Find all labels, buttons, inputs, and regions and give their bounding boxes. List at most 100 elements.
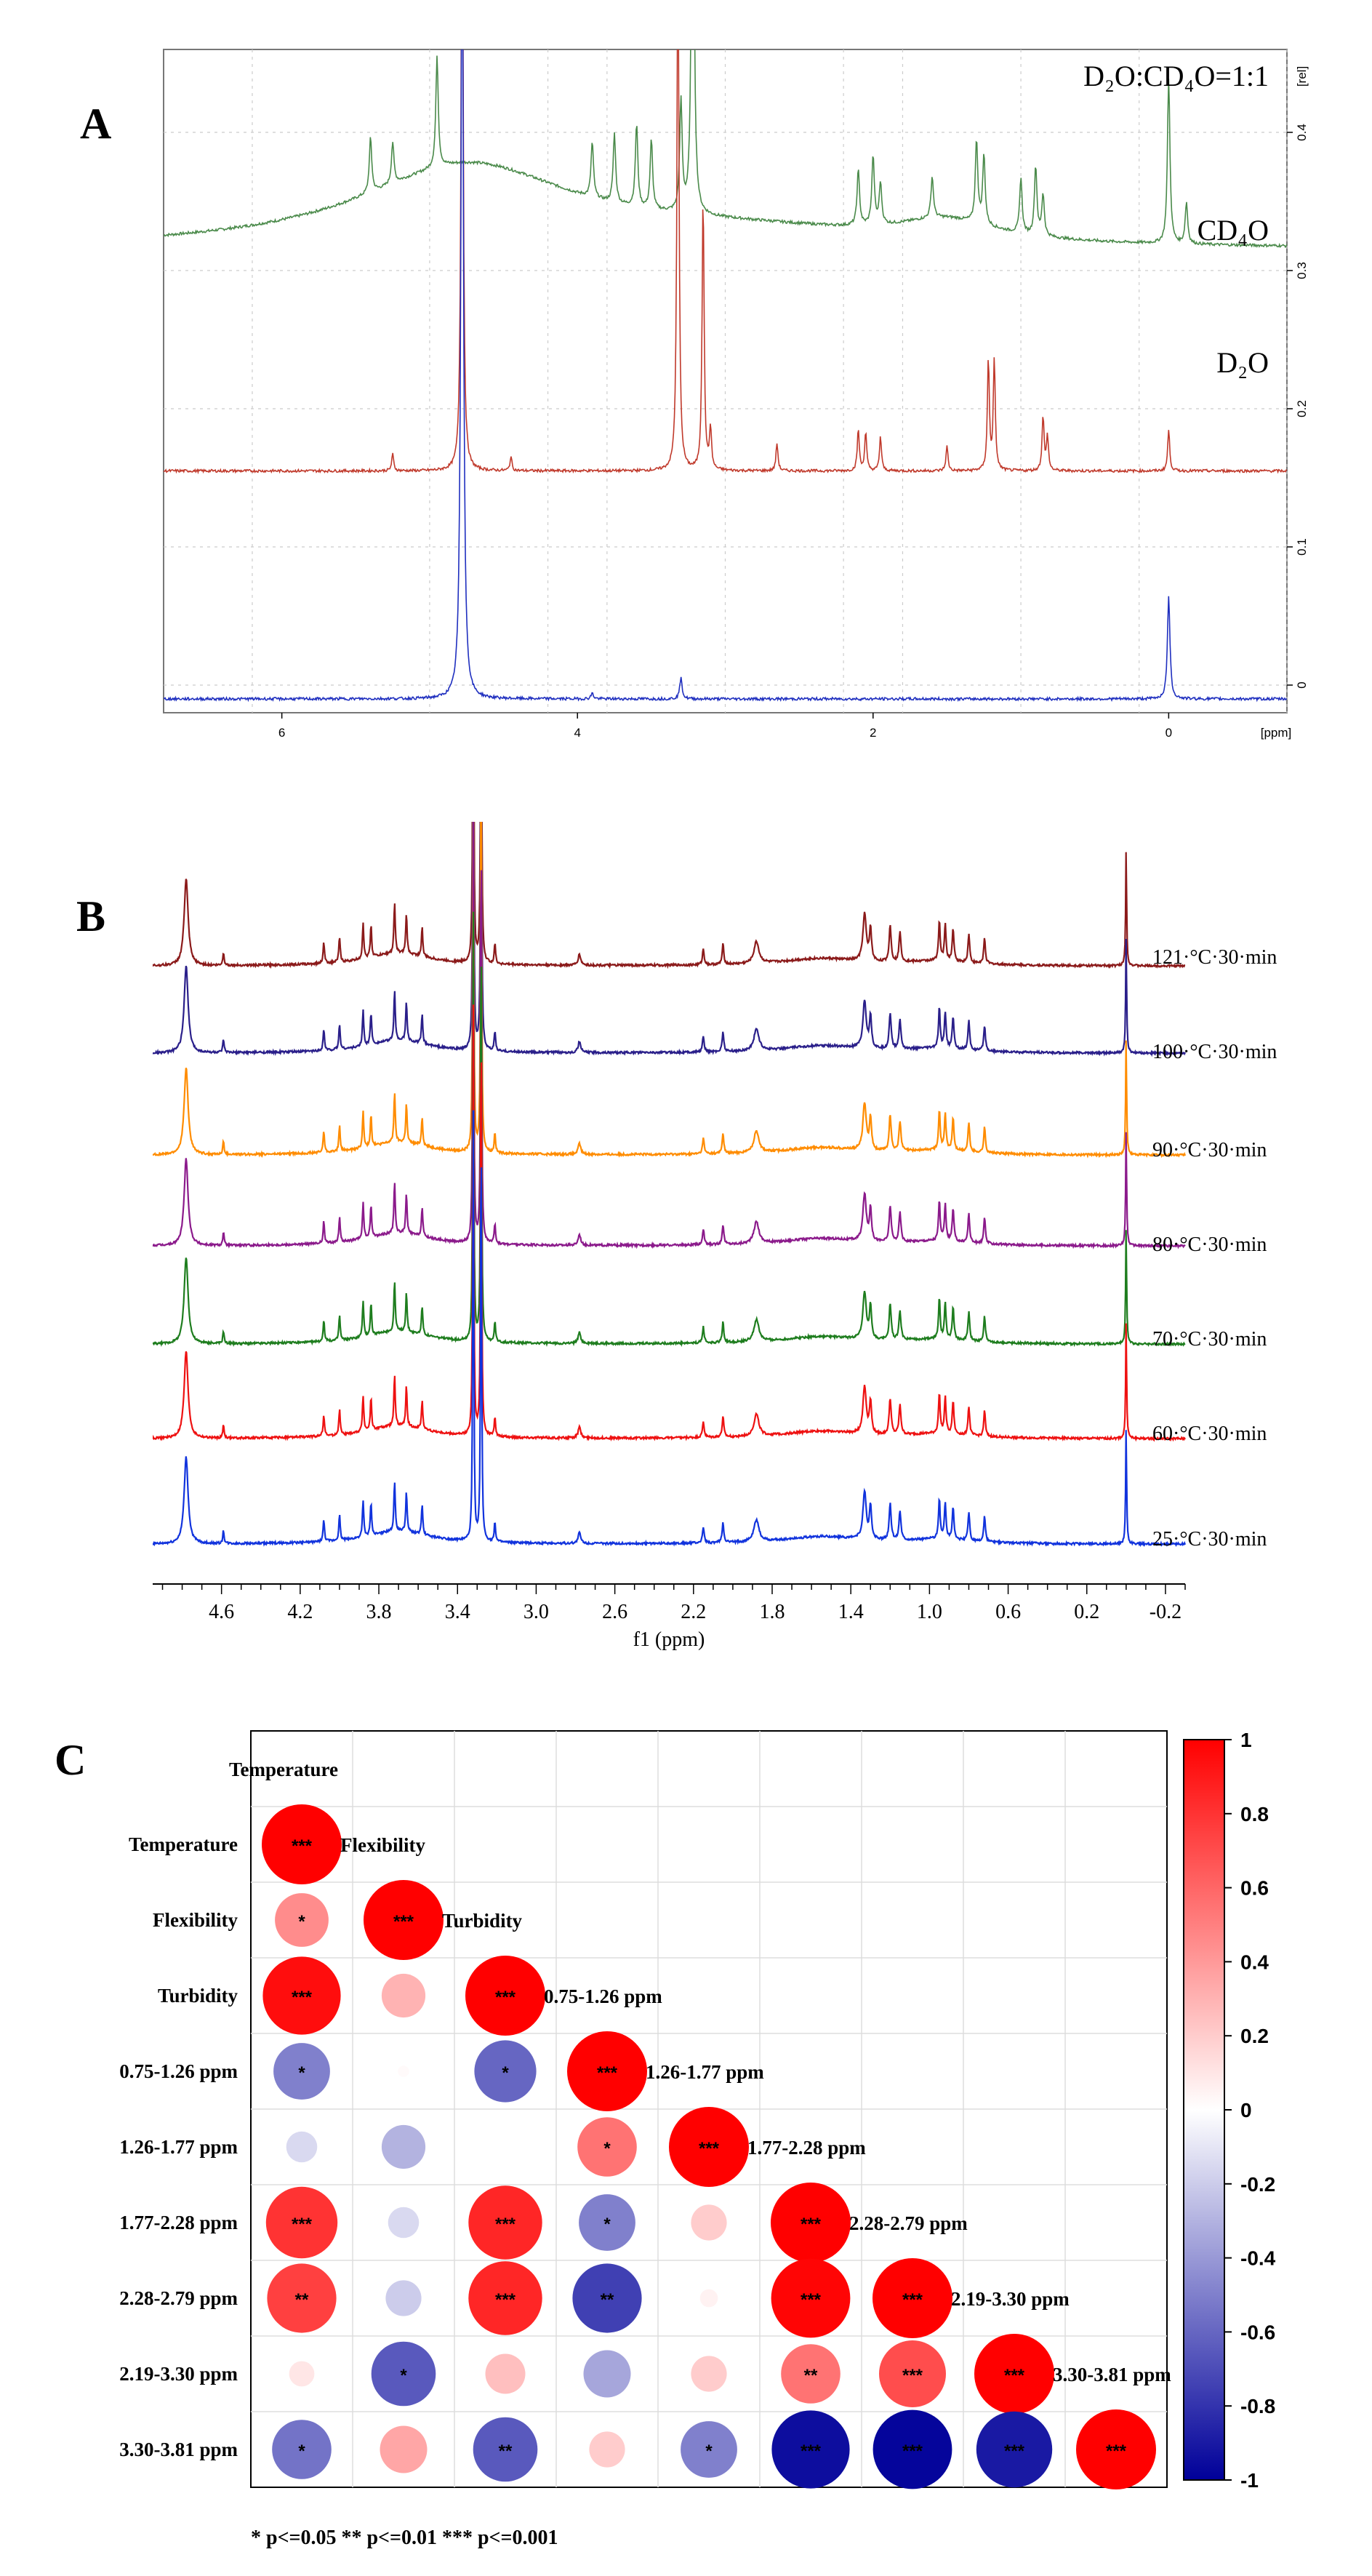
corr-circle-7-7 — [974, 2334, 1054, 2414]
significance-note: * p<=0.05 ** p<=0.01 *** p<=0.001 — [251, 2527, 558, 2549]
corr-circle-8-4 — [681, 2421, 737, 2478]
significance-star-7-5: ** — [804, 2366, 818, 2385]
x-tick-label: 0.6 — [995, 1601, 1021, 1623]
colorbar-ticks: 1 0.8 0.6 0.4 0.2 0 -0.2 -0.4 -0.6 -0.8 -1 — [1224, 1729, 1276, 2492]
significance-star-4-4: *** — [699, 2139, 720, 2159]
row-label-2: Turbidity — [158, 1985, 238, 2007]
spectrum-1 — [153, 822, 1187, 1057]
significance-star-6-2: *** — [495, 2290, 516, 2310]
significance-star-3-2: * — [502, 2063, 509, 2083]
panel-a-labels: D₂O:CD₄O=1:1 CD₄O D₂O — [1083, 60, 1269, 379]
diagonal-label-3: 0.75-1.26 ppm — [544, 1985, 662, 2007]
corr-circle-3-3 — [567, 2031, 647, 2111]
corr-circle-2-1 — [381, 1973, 426, 2018]
corr-circle-8-5 — [771, 2410, 850, 2489]
colorbar-tick-label-6: -0.2 — [1240, 2173, 1275, 2196]
corr-circle-1-1 — [364, 1880, 444, 1960]
significance-star-8-0: * — [298, 2441, 305, 2461]
significance-star-6-6: *** — [902, 2290, 923, 2310]
row-label-6: 2.28-2.79 ppm — [119, 2287, 238, 2309]
corr-circle-5-3 — [579, 2194, 635, 2251]
significance-star-6-3: ** — [601, 2290, 614, 2310]
series-label-2: D₂O — [1216, 346, 1269, 379]
y-tick-label: 0.2 — [1295, 400, 1309, 417]
x-tick-label: -0.2 — [1150, 1601, 1182, 1623]
corr-circle-7-1 — [371, 2341, 436, 2407]
spectrum-label-6: 25·°C·30·min — [1152, 1528, 1267, 1551]
diagonal-label-5: 1.77-2.28 ppm — [747, 2137, 866, 2159]
spectrum-label-5: 60·°C·30·min — [1152, 1423, 1267, 1445]
corr-circle-0-0 — [262, 1804, 342, 1884]
panel-b-labels: 121·°C·30·min 100·°C·30·min 90·°C·30·min 80… — [1152, 946, 1277, 1551]
diagonal-label-4: 1.26-1.77 ppm — [646, 2061, 764, 2083]
corr-circle-8-6 — [872, 2409, 952, 2489]
significance-star-2-0: *** — [292, 1988, 313, 2007]
row-label-3: 0.75-1.26 ppm — [119, 2060, 238, 2082]
significance-star-3-3: *** — [597, 2063, 618, 2083]
row-label-1: Flexibility — [153, 1909, 238, 1931]
y-tick-label: 0.3 — [1295, 262, 1309, 279]
series-mixed-solvent — [164, 49, 1287, 249]
panel-c-row-labels: Temperature Flexibility Turbidity 0.75-1.26… — [119, 1833, 238, 2460]
significance-star-2-2: *** — [495, 1988, 516, 2007]
x-tick-label: 4 — [574, 726, 580, 740]
row-label-5: 1.77-2.28 ppm — [119, 2212, 238, 2233]
colorbar-tick-label-0: 1 — [1240, 1729, 1252, 1751]
significance-star-1-1: *** — [393, 1912, 414, 1932]
corr-circle-5-2 — [468, 2185, 542, 2260]
y-tick-label: 0.4 — [1295, 124, 1309, 141]
panel-c-cells: **** ****** **** * **** ****** *** * ***** *** ** *… — [262, 1804, 1156, 2489]
spectrum-5 — [153, 1004, 1186, 1442]
significance-star-7-6: *** — [902, 2366, 923, 2385]
significance-star-8-5: *** — [801, 2441, 822, 2461]
panel-a-letter: A — [80, 100, 111, 148]
corr-circle-5-5 — [771, 2183, 851, 2263]
significance-star-5-3: * — [603, 2215, 611, 2234]
panel-b-series — [153, 822, 1187, 1548]
corr-circle-6-2 — [468, 2261, 542, 2335]
panel-c-correlation-matrix: **** ****** **** * **** ****** *** * ***** *** ** *… — [119, 1729, 1275, 2549]
panel-a-spectra: D₂O:CD₄O=1:1 CD₄O D₂O 6 4 2 0 [ppm] 0 0.1 0.2 0.3… — [163, 49, 1309, 740]
series-label-0: D₂O:CD₄O=1:1 — [1083, 60, 1269, 92]
corr-circle-7-0 — [289, 2361, 315, 2387]
panel-c-letter: C — [55, 1736, 86, 1784]
series-d2o — [164, 49, 1287, 703]
significance-star-8-4: * — [705, 2441, 713, 2461]
corr-circle-3-1 — [398, 2065, 409, 2077]
significance-star-8-2: ** — [499, 2441, 513, 2461]
x-tick-label: 6 — [278, 726, 285, 740]
spectrum-label-4: 70·°C·30·min — [1152, 1328, 1267, 1351]
x-tick-label: 0 — [1166, 726, 1172, 740]
x-tick-label: 2 — [870, 726, 876, 740]
diagonal-label-8: 3.30-3.81 ppm — [1053, 2364, 1171, 2385]
panel-b-spectra: 121·°C·30·min 100·°C·30·min 90·°C·30·min 80… — [153, 822, 1277, 1651]
colorbar-tick-label-10: -1 — [1240, 2469, 1259, 2492]
corr-circle-7-6 — [879, 2340, 946, 2407]
y-tick-label: 0.1 — [1295, 538, 1309, 556]
corr-circle-8-1 — [380, 2425, 428, 2473]
x-tick-label: 1.0 — [917, 1601, 942, 1623]
corr-circle-4-4 — [669, 2107, 749, 2187]
panel-b-x-axis: 4.6 4.2 3.8 3.4 3.0 2.6 2.2 1.8 1.4 1.0 0.6 0.2 -0.2 — [161, 1584, 1186, 1623]
row-label-8: 3.30-3.81 ppm — [119, 2439, 238, 2460]
x-tick-label: 3.4 — [445, 1601, 470, 1623]
significance-star-7-7: *** — [1004, 2366, 1025, 2385]
corr-circle-7-5 — [781, 2344, 841, 2404]
significance-star-8-7: *** — [1004, 2441, 1025, 2461]
corr-circle-4-0 — [286, 2131, 318, 2163]
series-label-1: CD₄O — [1198, 214, 1269, 247]
corr-circle-6-5 — [771, 2258, 851, 2338]
panel-a-grid — [164, 49, 1288, 713]
significance-star-4-3: * — [603, 2139, 611, 2159]
colorbar-tick-label-7: -0.4 — [1240, 2247, 1276, 2270]
diagonal-label-7: 2.19-3.30 ppm — [951, 2288, 1070, 2310]
corr-circle-6-3 — [572, 2263, 642, 2333]
significance-star-8-8: *** — [1106, 2441, 1127, 2461]
significance-star-5-5: *** — [801, 2215, 822, 2234]
corr-circle-2-0 — [262, 1956, 341, 2035]
significance-star-5-2: *** — [495, 2215, 516, 2234]
panel-c-diagonal-labels: Temperature Flexibility Turbidity 0.75-1.26… — [229, 1759, 1171, 2385]
panel-a-series — [164, 49, 1287, 703]
corr-circle-3-2 — [474, 2040, 537, 2103]
